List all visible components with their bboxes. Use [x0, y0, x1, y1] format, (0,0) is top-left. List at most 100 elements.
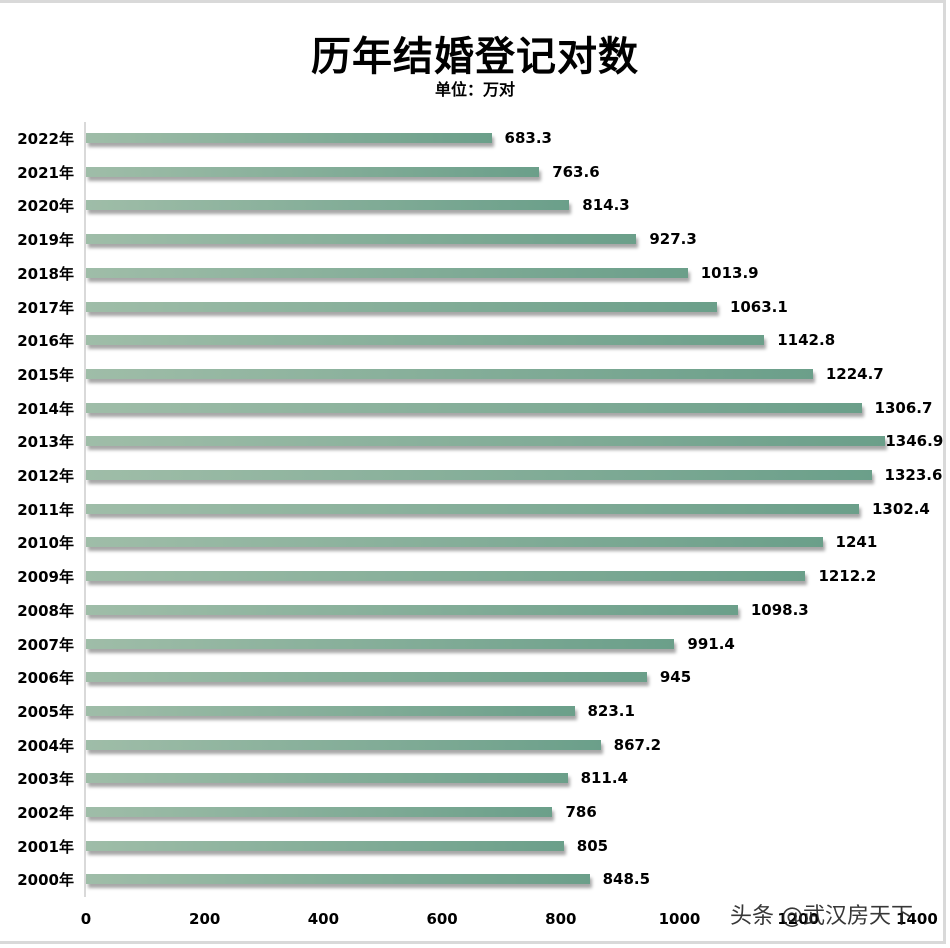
- bar: [86, 874, 590, 885]
- value-label: 1241: [835, 533, 878, 552]
- bar: [86, 705, 575, 716]
- bar: [86, 470, 872, 480]
- x-tick-label: 1200: [777, 910, 820, 928]
- bar-row: 2014年 1306.7: [0, 391, 950, 425]
- bar-row: 2007年 991.4: [0, 627, 950, 661]
- bar: [86, 234, 637, 245]
- bar-row: 2009年 1212.2: [0, 559, 950, 593]
- value-label: 1323.6: [884, 466, 943, 484]
- category-label: 2004年: [17, 736, 74, 755]
- value-label: 823.1: [587, 701, 635, 720]
- watermark: 头条 @武汉房天下: [730, 904, 913, 929]
- value-label: 1224.7: [825, 364, 884, 383]
- category-label: 2007年: [17, 635, 74, 654]
- x-axis-ticks: 0 200 400 600 800 1000 1200 1400: [0, 910, 950, 930]
- bar-row: 2012年 1323.6: [0, 458, 950, 492]
- value-label: 1212.2: [818, 567, 877, 586]
- value-label: 805: [576, 836, 609, 855]
- category-label: 2020年: [17, 197, 74, 216]
- bar-row: 2015年 1224.7: [0, 357, 950, 391]
- bar-row: 2011年 1302.4: [0, 492, 950, 526]
- x-tick-label: 0: [80, 910, 92, 928]
- value-label: 683.3: [504, 129, 552, 147]
- category-label: 2002年: [17, 804, 74, 822]
- bar: [86, 436, 886, 447]
- bar: [86, 807, 553, 817]
- chart-subtitle: 单位：万对: [434, 80, 515, 99]
- chart-title: 历年结婚登记对数: [311, 34, 639, 80]
- category-label: 2001年: [17, 837, 74, 856]
- category-label: 2014年: [17, 399, 74, 418]
- bar-row: 2003年 811.4: [0, 761, 950, 795]
- category-label: 2009年: [17, 568, 74, 587]
- bar-row: 2020年 814.3: [0, 188, 950, 222]
- value-label: 927.3: [649, 230, 697, 249]
- bar: [86, 571, 806, 582]
- category-label: 2017年: [17, 298, 74, 317]
- bar-row: 2005年 823.1: [0, 694, 950, 728]
- value-label: 1302.4: [871, 499, 930, 518]
- category-label: 2010年: [17, 534, 74, 553]
- bar: [86, 840, 564, 851]
- bar-row: 2001年 805: [0, 829, 950, 863]
- bar-row: 2021年 763.6: [0, 155, 950, 189]
- category-label: 2022年: [17, 130, 74, 148]
- bar-row: 2022年 683.3: [0, 121, 950, 155]
- bar: [86, 672, 647, 683]
- value-label: 1142.8: [777, 331, 836, 350]
- category-label: 2018年: [17, 264, 74, 283]
- x-tick-label: 1400: [896, 910, 938, 928]
- category-label: 2005年: [17, 702, 74, 721]
- bar-row: 2019年 927.3: [0, 222, 950, 256]
- x-tick-label: 800: [545, 910, 577, 928]
- value-label: 786: [565, 803, 597, 821]
- bar: [86, 537, 823, 548]
- bar: [86, 739, 601, 750]
- category-label: 2012年: [17, 467, 74, 485]
- x-tick-label: 400: [307, 910, 340, 928]
- bar: [86, 402, 862, 413]
- bar: [86, 773, 568, 784]
- value-label: 945: [659, 668, 692, 687]
- bar-row: 2013年 1346.9: [0, 424, 950, 458]
- bar-row: 2008年 1098.3: [0, 593, 950, 627]
- category-label: 2008年: [17, 601, 74, 620]
- category-label: 2015年: [17, 365, 74, 384]
- bar-row: 2002年 786: [0, 795, 950, 829]
- x-tick-label: 600: [426, 910, 458, 928]
- bar-row: 2018年 1013.9: [0, 256, 950, 290]
- bar-row: 2000年 848.5: [0, 862, 950, 896]
- bar: [86, 301, 717, 312]
- category-label: 2003年: [17, 770, 74, 789]
- category-label: 2021年: [17, 163, 74, 182]
- bar: [86, 133, 492, 143]
- value-label: 1013.9: [700, 263, 759, 282]
- value-label: 1063.1: [729, 297, 788, 316]
- value-label: 1346.9: [885, 432, 944, 451]
- bar: [86, 200, 570, 211]
- value-label: 763.6: [552, 162, 600, 181]
- category-label: 2013年: [17, 433, 74, 452]
- x-tick-label: 200: [189, 910, 221, 928]
- category-label: 2011年: [17, 500, 74, 519]
- value-label: 1098.3: [750, 600, 809, 619]
- bar: [86, 267, 688, 278]
- value-label: 814.3: [582, 196, 630, 215]
- value-label: 1306.7: [874, 398, 933, 417]
- bar: [86, 604, 738, 615]
- value-label: 991.4: [687, 634, 735, 653]
- bar-row: 2010年 1241: [0, 525, 950, 559]
- bar-row: 2004年 867.2: [0, 728, 950, 762]
- bar: [86, 503, 859, 514]
- bar: [86, 335, 765, 346]
- bar: [86, 368, 813, 379]
- bar: [86, 638, 675, 649]
- bar-row: 2006年 945: [0, 660, 950, 694]
- category-label: 2016年: [17, 332, 74, 351]
- value-label: 867.2: [613, 735, 662, 754]
- y-axis-line: [84, 122, 86, 897]
- bar: [86, 166, 540, 177]
- value-label: 811.4: [580, 769, 629, 788]
- category-label: 2000年: [17, 871, 74, 890]
